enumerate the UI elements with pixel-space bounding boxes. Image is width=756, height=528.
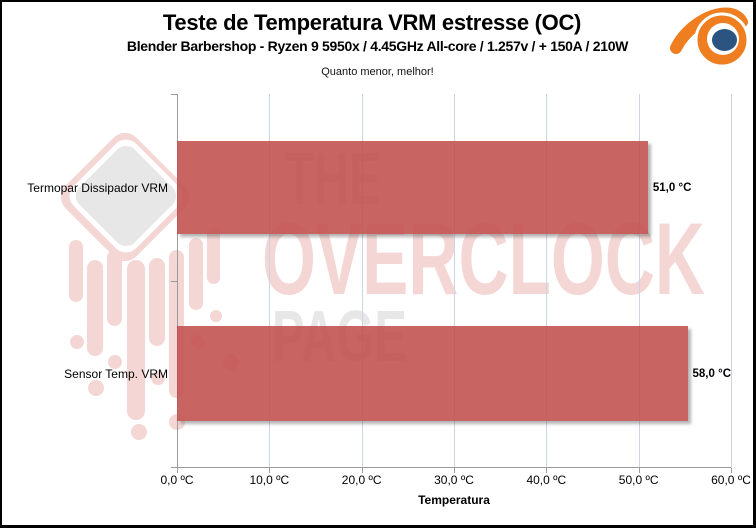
x-axis-tick-labels: 0,0 ºC 10,0 ºC 20,0 ºC 30,0 ºC 40,0 ºC 50,0 º… [160, 473, 750, 489]
x-tick-label: 60,0 ºC [711, 473, 751, 487]
value-label-termopar: 51,0 °C [652, 181, 692, 194]
x-tick-label: 30,0 ºC [434, 473, 474, 487]
gridline [731, 94, 732, 468]
gridline [638, 94, 640, 468]
category-label-sensor: Sensor Temp. VRM [64, 367, 168, 381]
x-tick-label: 10,0 ºC [249, 473, 290, 487]
x-axis-line [177, 467, 731, 468]
x-axis-tickmark [731, 468, 732, 473]
x-tick-label: 0,0 ºC [160, 473, 194, 487]
y-axis-line [177, 94, 178, 468]
category-label-termopar: Termopar Dissipador VRM [27, 181, 168, 195]
x-axis-tickmark [269, 468, 271, 473]
x-tick-label: 20,0 ºC [341, 473, 382, 487]
x-tick-label: 40,0 ºC [526, 473, 567, 487]
blender-logo-icon [670, 7, 750, 68]
gridline [546, 94, 548, 468]
x-tick-label: 50,0 ºC [618, 473, 659, 487]
gridline [269, 94, 271, 468]
x-axis-tickmark [454, 468, 455, 473]
x-axis-tickmark [177, 468, 178, 473]
gridline [454, 94, 455, 468]
bar-sensor-temp-vrm [177, 326, 688, 421]
chart-title: Teste de Temperatura VRM estresse (OC) [162, 10, 582, 35]
x-axis-tickmark [546, 468, 548, 473]
chart-note: Quanto menor, melhor! [321, 66, 434, 78]
bar-row-sensor: 58,0 °C [177, 326, 731, 421]
value-label-sensor: 58,0 °C [692, 367, 731, 380]
gridline [361, 94, 363, 468]
blender-logo-eye [712, 29, 737, 51]
y-axis-tick [171, 467, 177, 468]
chart-subtitle: Blender Barbershop - Ryzen 9 5950x / 4.4… [126, 38, 629, 54]
y-axis-tick [171, 94, 177, 95]
bar-termopar-dissipador-vrm [177, 141, 648, 234]
x-axis-title: Temperatura [418, 493, 490, 507]
plot-area: 51,0 °C 58,0 °C [171, 94, 732, 473]
bar-row-termopar: 51,0 °C [177, 141, 731, 234]
y-axis-tick [171, 281, 177, 282]
x-axis-tickmark [638, 468, 640, 473]
x-axis-tickmark [361, 468, 363, 473]
